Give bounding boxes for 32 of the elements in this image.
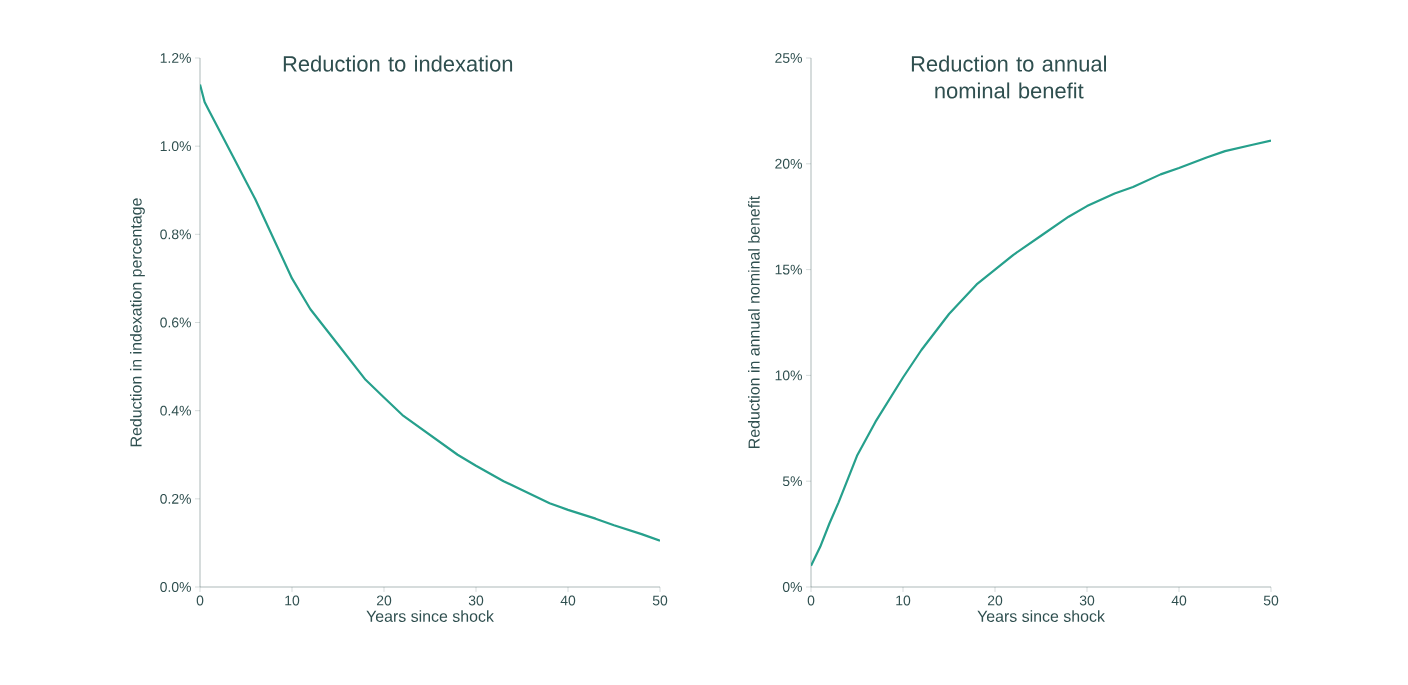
x-tick-label: 40 xyxy=(560,595,576,606)
x-tick-label: 20 xyxy=(987,595,1003,606)
x-tick-label: 10 xyxy=(285,595,300,606)
y-axis-title: Reduction in annual nominal benefit xyxy=(748,195,760,448)
x-tick-label: 0 xyxy=(196,595,204,606)
x-tick-label: 10 xyxy=(896,595,911,606)
y-tick-label: 1.2% xyxy=(160,53,191,63)
x-tick-label: 50 xyxy=(652,595,668,606)
x-tick-label: 30 xyxy=(1079,595,1095,606)
y-tick-label: 20% xyxy=(775,158,802,169)
x-tick-label: 0 xyxy=(807,595,815,606)
y-tick-label: 15% xyxy=(775,264,802,275)
chart-title: Reduction to annual nominal benefit xyxy=(911,55,1106,99)
x-axis-title: Years since shock xyxy=(366,610,494,622)
y-tick-label: 0% xyxy=(782,582,802,592)
x-tick-label: 30 xyxy=(468,595,484,606)
y-tick-label: 0.2% xyxy=(160,493,191,504)
y-tick-label: 5% xyxy=(782,476,802,487)
x-tick-label: 20 xyxy=(376,595,392,606)
y-tick-label: 1.0% xyxy=(160,141,191,152)
y-tick-label: 0.4% xyxy=(160,405,191,416)
y-tick-label: 0.8% xyxy=(160,229,191,240)
x-tick-label: 40 xyxy=(1171,595,1187,606)
y-tick-label: 25% xyxy=(775,53,802,63)
y-tick-label: 10% xyxy=(775,370,802,381)
y-tick-label: 0.0% xyxy=(160,582,191,592)
x-axis-title: Years since shock xyxy=(977,610,1105,622)
line-series xyxy=(811,139,1272,567)
y-tick-label: 0.6% xyxy=(160,317,191,328)
chart-title: Reduction to indexation xyxy=(283,55,513,72)
x-tick-label: 50 xyxy=(1263,595,1279,606)
y-axis-title: Reduction in indexation percentage xyxy=(130,198,145,447)
